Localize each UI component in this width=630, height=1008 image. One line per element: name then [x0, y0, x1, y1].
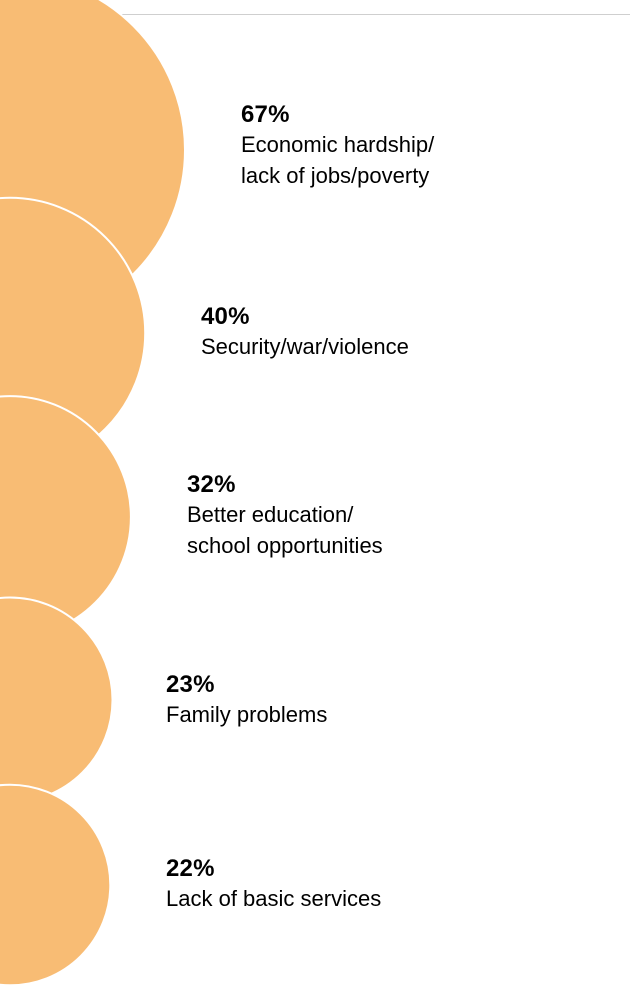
label-better-education: 32% Better education/ school opportuniti… — [187, 471, 383, 561]
bubble-family-problems — [0, 596, 114, 804]
value-label-lack-of-basic-services: 22% — [166, 855, 215, 882]
label-economic-hardship: 67% Economic hardship/ lack of jobs/pove… — [241, 101, 434, 191]
bubble-lack-of-basic-services — [0, 783, 112, 987]
category-label-family-problems: Family problems — [166, 702, 328, 727]
value-label-security-war-violence: 40% — [201, 303, 250, 330]
label-lack-of-basic-services: 22% Lack of basic services — [166, 855, 381, 914]
category-label-better-education: Better education/ school opportunities — [187, 502, 383, 558]
value-label-economic-hardship: 67% — [241, 101, 290, 128]
category-label-lack-of-basic-services: Lack of basic services — [166, 886, 382, 911]
label-family-problems: 23% Family problems — [166, 671, 327, 730]
label-security-war-violence: 40% Security/war/violence — [201, 303, 409, 362]
category-label-security-war-violence: Security/war/violence — [201, 334, 409, 359]
top-rule — [0, 14, 630, 15]
value-label-better-education: 32% — [187, 471, 236, 498]
category-label-economic-hardship: Economic hardship/ lack of jobs/poverty — [241, 132, 435, 188]
value-label-family-problems: 23% — [166, 671, 215, 698]
